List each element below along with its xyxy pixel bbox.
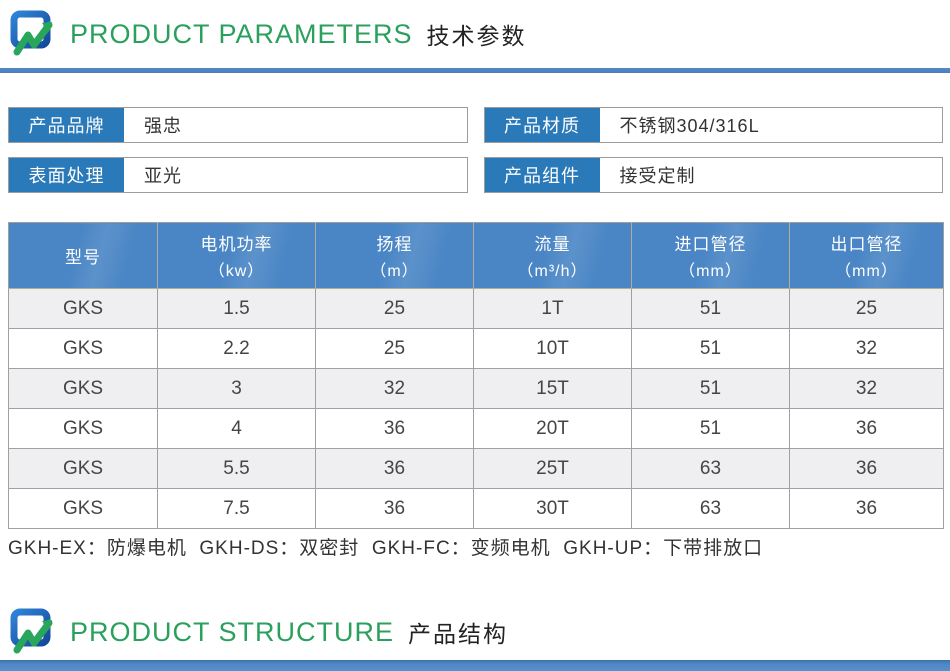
column-header: 出口管径 （mm）: [789, 222, 944, 289]
brand-logo-icon: [10, 10, 53, 56]
table-cell: 25: [789, 288, 944, 329]
section-title-zh: 产品结构: [408, 621, 509, 647]
info-value: 亚光: [144, 166, 182, 186]
column-header-label: 出口管径: [830, 235, 903, 254]
column-header-unit: （mm）: [835, 263, 898, 280]
table-cell: GKS: [8, 328, 158, 369]
info-label: 表面处理: [9, 158, 124, 192]
table-cell: 25T: [473, 448, 632, 489]
table-cell: 32: [315, 368, 474, 409]
info-row: 产品组件 接受定制: [483, 157, 943, 193]
table-cell: 36: [789, 488, 944, 529]
spec-table: 型号 电机功率 （kw） 扬程 （m） 流量 （m³/h） 进口管径 （mm） 出口管径 （mm） …: [8, 222, 944, 529]
table-cell: 15T: [473, 368, 632, 409]
table-row: GKS 5.5 36 25T 63 36: [8, 448, 944, 489]
section-title-en: PRODUCT PARAMETERS: [70, 18, 413, 49]
info-row: 产品品牌 强忠: [8, 107, 468, 143]
column-header: 流量 （m³/h）: [473, 222, 632, 289]
section-title-zh: 技术参数: [426, 23, 527, 49]
info-row: 产品材质 不锈钢304/316L: [483, 107, 943, 143]
table-cell: 36: [789, 448, 944, 489]
table-cell: 36: [789, 408, 944, 449]
column-header: 扬程 （m）: [315, 222, 474, 289]
table-cell: 5.5: [157, 448, 316, 489]
section-header-parameters: PRODUCT PARAMETERS 技术参数: [0, 0, 950, 58]
column-header-label: 进口管径: [674, 235, 747, 254]
table-row: GKS 3 32 15T 51 32: [8, 368, 944, 409]
table-cell: 4: [157, 408, 316, 449]
table-cell: 2.2: [157, 328, 316, 369]
column-header-label: 扬程: [376, 235, 413, 254]
table-cell: 51: [631, 368, 790, 409]
info-label: 产品品牌: [9, 108, 124, 142]
table-cell: 63: [631, 448, 790, 489]
table-row: GKS 7.5 36 30T 63 36: [8, 488, 944, 529]
table-cell: 1.5: [157, 288, 316, 329]
spec-table-header-row: 型号 电机功率 （kw） 扬程 （m） 流量 （m³/h） 进口管径 （mm） 出口管径 （mm）: [8, 222, 944, 289]
next-table-header-edge: [0, 660, 950, 671]
column-header-unit: （mm）: [679, 263, 742, 280]
column-header: 进口管径 （mm）: [631, 222, 790, 289]
spec-table-body: GKS 1.5 25 1T 51 25 GKS 2.2 25 10T 51 32 GKS 3 32 15T 51…: [8, 288, 944, 529]
column-header-unit: （kw）: [208, 263, 265, 280]
table-cell: 36: [315, 488, 474, 529]
table-cell: 25: [315, 288, 474, 329]
column-header: 电机功率 （kw）: [157, 222, 316, 289]
table-cell: 36: [315, 408, 474, 449]
table-row: GKS 2.2 25 10T 51 32: [8, 328, 944, 369]
table-cell: 1T: [473, 288, 632, 329]
table-cell: 51: [631, 408, 790, 449]
info-value: 不锈钢304/316L: [619, 116, 760, 136]
table-cell: GKS: [8, 408, 158, 449]
table-cell: 20T: [473, 408, 632, 449]
info-label: 产品材质: [484, 108, 600, 142]
brand-logo-icon: [10, 608, 53, 654]
section-title-en: PRODUCT STRUCTURE: [70, 616, 395, 647]
info-grid: 产品品牌 强忠 产品材质 不锈钢304/316L 表面处理 亚光 产品组件 接受定制: [8, 107, 943, 193]
column-header-label: 流量: [534, 235, 571, 254]
table-cell: 51: [631, 328, 790, 369]
column-header-unit: （m）: [370, 263, 419, 280]
table-cell: GKS: [8, 488, 158, 529]
column-header-unit: （m³/h）: [517, 263, 588, 280]
info-value: 接受定制: [619, 166, 696, 186]
column-header: 型号: [8, 222, 158, 289]
table-cell: 63: [631, 488, 790, 529]
info-label: 产品组件: [484, 158, 600, 192]
blue-divider: [0, 68, 950, 73]
info-value: 强忠: [144, 116, 182, 136]
table-cell: 51: [631, 288, 790, 329]
info-row: 表面处理 亚光: [8, 157, 468, 193]
table-cell: 36: [315, 448, 474, 489]
table-cell: 32: [789, 328, 944, 369]
table-cell: GKS: [8, 448, 158, 489]
table-cell: 25: [315, 328, 474, 369]
column-header-label: 电机功率: [200, 235, 273, 254]
table-cell: 32: [789, 368, 944, 409]
table-cell: 3: [157, 368, 316, 409]
section-header-structure: PRODUCT STRUCTURE 产品结构: [0, 598, 950, 656]
table-cell: 7.5: [157, 488, 316, 529]
model-suffix-note: GKH-EX：防爆电机 GKH-DS：双密封 GKH-FC：变频电机 GKH-U…: [8, 538, 764, 559]
table-cell: GKS: [8, 288, 158, 329]
table-row: GKS 4 36 20T 51 36: [8, 408, 944, 449]
table-cell: 30T: [473, 488, 632, 529]
table-cell: 10T: [473, 328, 632, 369]
column-header-label: 型号: [65, 248, 101, 267]
table-cell: GKS: [8, 368, 158, 409]
table-row: GKS 1.5 25 1T 51 25: [8, 288, 944, 329]
